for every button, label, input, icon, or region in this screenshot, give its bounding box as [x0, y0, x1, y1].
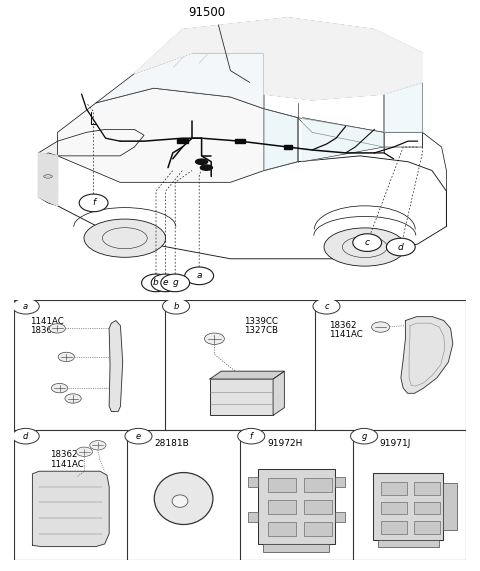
Text: 28181B: 28181B	[154, 439, 189, 448]
Circle shape	[12, 428, 39, 444]
Text: 18362: 18362	[50, 451, 78, 460]
Circle shape	[125, 428, 152, 444]
Circle shape	[238, 428, 265, 444]
Circle shape	[313, 299, 340, 314]
Bar	[284, 145, 292, 149]
Circle shape	[353, 234, 382, 251]
Bar	[248, 477, 258, 487]
Text: d: d	[398, 243, 404, 251]
Bar	[335, 477, 345, 487]
Bar	[381, 482, 408, 494]
Circle shape	[79, 194, 108, 212]
Ellipse shape	[84, 219, 166, 258]
Bar	[304, 500, 332, 514]
Polygon shape	[384, 82, 422, 132]
Circle shape	[142, 274, 170, 292]
Circle shape	[65, 394, 81, 403]
Text: b: b	[173, 301, 179, 311]
Bar	[268, 478, 296, 492]
Text: g: g	[361, 432, 367, 441]
Ellipse shape	[172, 495, 188, 508]
Bar	[264, 544, 329, 552]
Text: a: a	[196, 271, 202, 280]
Polygon shape	[273, 371, 284, 415]
Circle shape	[372, 322, 390, 332]
Text: 1327CB: 1327CB	[244, 325, 278, 335]
Text: 1141AC: 1141AC	[329, 329, 362, 339]
Circle shape	[185, 267, 214, 285]
Text: 1339CC: 1339CC	[244, 317, 277, 325]
Bar	[177, 139, 188, 143]
Text: c: c	[365, 238, 370, 247]
Text: f: f	[250, 432, 253, 441]
Circle shape	[90, 441, 106, 450]
Polygon shape	[210, 371, 284, 379]
Text: g: g	[172, 279, 178, 287]
Circle shape	[151, 274, 180, 292]
Text: 18362: 18362	[30, 325, 58, 335]
Ellipse shape	[154, 473, 213, 525]
Polygon shape	[109, 320, 123, 412]
Bar	[443, 483, 456, 530]
Bar	[378, 540, 439, 548]
Text: b: b	[153, 279, 159, 287]
Bar	[248, 512, 258, 522]
Ellipse shape	[196, 159, 208, 164]
Circle shape	[204, 333, 224, 344]
Bar	[304, 522, 332, 536]
Polygon shape	[401, 317, 453, 393]
Text: e: e	[163, 279, 168, 287]
Text: a: a	[23, 301, 28, 311]
Ellipse shape	[44, 175, 52, 178]
Polygon shape	[38, 130, 144, 197]
Text: 1141AC: 1141AC	[50, 460, 84, 469]
Text: d: d	[23, 432, 28, 441]
Text: 91972H: 91972H	[267, 439, 302, 448]
Circle shape	[12, 299, 39, 314]
Bar	[210, 379, 273, 415]
Polygon shape	[38, 153, 58, 206]
Bar	[381, 521, 408, 533]
Text: f: f	[92, 198, 95, 207]
Polygon shape	[134, 18, 422, 100]
Polygon shape	[302, 118, 384, 162]
Text: c: c	[324, 301, 329, 311]
Ellipse shape	[324, 228, 406, 266]
Circle shape	[161, 274, 190, 292]
Text: e: e	[136, 432, 141, 441]
Bar	[381, 502, 408, 514]
Bar	[235, 139, 245, 143]
Bar	[414, 521, 440, 533]
Bar	[304, 478, 332, 492]
Circle shape	[49, 324, 65, 333]
Text: 1141AC: 1141AC	[30, 317, 64, 325]
Circle shape	[386, 238, 415, 256]
Polygon shape	[58, 89, 264, 182]
Circle shape	[163, 299, 190, 314]
Bar	[414, 502, 440, 514]
Circle shape	[350, 428, 378, 444]
Bar	[258, 469, 335, 544]
Circle shape	[76, 447, 93, 456]
Polygon shape	[33, 471, 109, 546]
Text: 91500: 91500	[188, 6, 225, 19]
Bar	[268, 500, 296, 514]
Polygon shape	[264, 109, 298, 171]
Text: 91971J: 91971J	[380, 439, 411, 448]
Bar	[335, 512, 345, 522]
Bar	[373, 473, 443, 540]
Ellipse shape	[201, 165, 212, 170]
Bar	[414, 482, 440, 494]
Bar	[268, 522, 296, 536]
Text: 18362: 18362	[329, 320, 356, 329]
Polygon shape	[96, 53, 264, 109]
Circle shape	[58, 352, 74, 361]
Circle shape	[51, 384, 68, 393]
